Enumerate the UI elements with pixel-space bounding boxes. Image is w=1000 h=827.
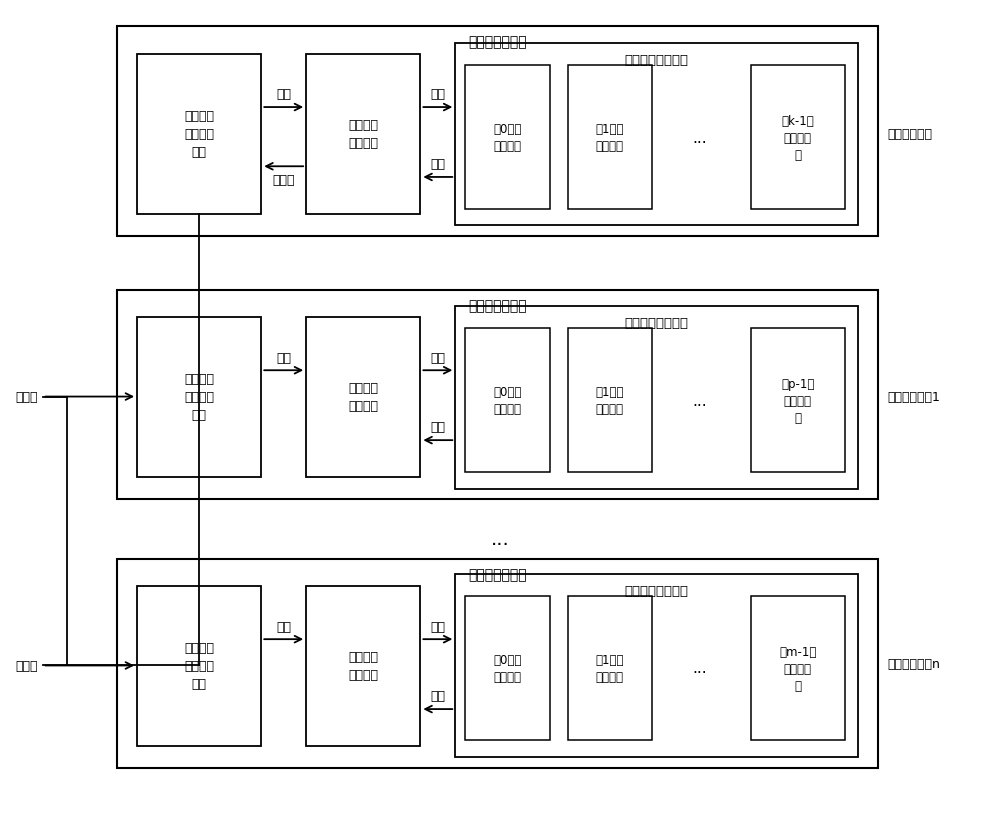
- Bar: [465, 329, 550, 473]
- Text: 创建: 创建: [430, 88, 445, 101]
- Bar: [137, 318, 261, 477]
- Bar: [306, 55, 420, 215]
- Text: 完成: 完成: [430, 690, 445, 703]
- Text: 发中断: 发中断: [15, 659, 38, 672]
- Bar: [751, 597, 845, 740]
- Bar: [465, 597, 550, 740]
- Text: 核p-1时
钟设置单
元: 核p-1时 钟设置单 元: [781, 377, 815, 424]
- Text: 全局时钟
中断服务
模块: 全局时钟 中断服务 模块: [184, 110, 214, 159]
- Text: 创建: 创建: [430, 619, 445, 633]
- Text: 完成: 完成: [430, 158, 445, 171]
- Text: 从处理器节点n: 从处理器节点n: [888, 657, 941, 671]
- Bar: [117, 290, 878, 500]
- Text: 核m-1时
钟设置单
元: 核m-1时 钟设置单 元: [779, 645, 817, 692]
- Bar: [455, 307, 858, 489]
- Bar: [751, 66, 845, 210]
- Bar: [306, 586, 420, 746]
- Text: 全局时钟
中断服务
模块: 全局时钟 中断服务 模块: [184, 373, 214, 422]
- Text: 发中断: 发中断: [272, 174, 295, 187]
- Bar: [137, 586, 261, 746]
- Bar: [568, 66, 652, 210]
- Bar: [117, 27, 878, 237]
- Text: ...: ...: [491, 529, 509, 547]
- Text: 创建: 创建: [430, 351, 445, 364]
- Text: 完成: 完成: [276, 351, 291, 364]
- Text: 多核时钟设置模块: 多核时钟设置模块: [625, 585, 689, 597]
- Text: 主处理器节点: 主处理器节点: [888, 127, 933, 141]
- Text: 多核时钟设置模块: 多核时钟设置模块: [625, 54, 689, 67]
- Text: 从处理器节点1: 从处理器节点1: [888, 390, 941, 404]
- Bar: [465, 66, 550, 210]
- Text: 多核时钟设置模块: 多核时钟设置模块: [625, 317, 689, 329]
- Text: 核1时钟
设置单元: 核1时钟 设置单元: [596, 385, 624, 416]
- Text: 核0时钟
设置单元: 核0时钟 设置单元: [493, 385, 522, 416]
- Bar: [455, 575, 858, 757]
- Text: ...: ...: [693, 394, 707, 409]
- Text: 全局时钟子系统: 全局时钟子系统: [468, 299, 527, 313]
- Text: ...: ...: [693, 131, 707, 146]
- Bar: [306, 318, 420, 477]
- Text: 核k-1时
钟设置单
元: 核k-1时 钟设置单 元: [781, 114, 814, 161]
- Text: 全局时钟
中断服务
模块: 全局时钟 中断服务 模块: [184, 642, 214, 691]
- Text: 全局时钟子系统: 全局时钟子系统: [468, 36, 527, 50]
- Bar: [568, 329, 652, 473]
- Text: 全局时钟子系统: 全局时钟子系统: [468, 567, 527, 581]
- Text: 核0时钟
设置单元: 核0时钟 设置单元: [493, 653, 522, 684]
- Text: 全局时钟
同步模块: 全局时钟 同步模块: [348, 382, 378, 413]
- Text: 全局时钟
同步模块: 全局时钟 同步模块: [348, 119, 378, 150]
- Bar: [751, 329, 845, 473]
- Bar: [455, 44, 858, 227]
- Bar: [137, 55, 261, 215]
- Text: 完成: 完成: [276, 619, 291, 633]
- Bar: [568, 597, 652, 740]
- Text: 核1时钟
设置单元: 核1时钟 设置单元: [596, 653, 624, 684]
- Text: 发中断: 发中断: [15, 390, 38, 404]
- Text: 核0时钟
设置单元: 核0时钟 设置单元: [493, 123, 522, 153]
- Text: 完成: 完成: [276, 88, 291, 101]
- Text: ...: ...: [693, 661, 707, 676]
- Text: 全局时钟
同步模块: 全局时钟 同步模块: [348, 651, 378, 681]
- Bar: [117, 559, 878, 768]
- Text: 完成: 完成: [430, 421, 445, 434]
- Text: 核1时钟
设置单元: 核1时钟 设置单元: [596, 123, 624, 153]
